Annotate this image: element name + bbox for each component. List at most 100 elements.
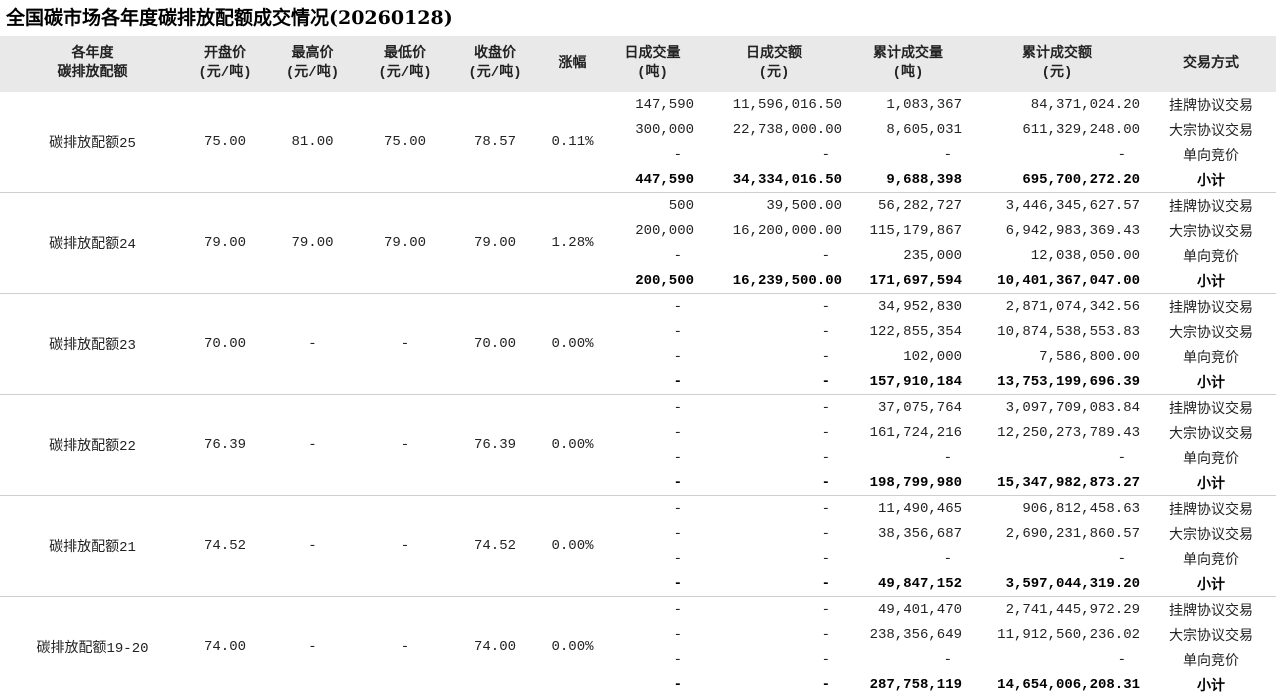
header-cumulative-amount: 累计成交额(元) bbox=[968, 36, 1146, 92]
cumulative-volume-cell: 287,758,119 bbox=[848, 672, 968, 697]
cumulative-volume-cell: 102,000 bbox=[848, 344, 968, 369]
cumulative-volume-cell: 37,075,764 bbox=[848, 395, 968, 421]
cumulative-volume-cell: 1,083,367 bbox=[848, 92, 968, 117]
close-price: 79.00 bbox=[450, 193, 540, 294]
daily-volume-cell: - bbox=[605, 243, 700, 268]
trade-method-cell: 单向竞价 bbox=[1146, 344, 1276, 369]
daily-amount-cell: 39,500.00 bbox=[700, 193, 848, 219]
cumulative-amount-cell: 2,871,074,342.56 bbox=[968, 294, 1146, 320]
open-price: 79.00 bbox=[185, 193, 265, 294]
daily-amount-cell: 11,596,016.50 bbox=[700, 92, 848, 117]
cumulative-volume-cell: 171,697,594 bbox=[848, 268, 968, 294]
daily-amount-cell: - bbox=[700, 571, 848, 597]
daily-volume-cell: 447,590 bbox=[605, 167, 700, 193]
table-header-row: 各年度碳排放配额开盘价(元/吨)最高价(元/吨)最低价(元/吨)收盘价(元/吨)… bbox=[0, 36, 1276, 92]
open-price: 75.00 bbox=[185, 92, 265, 193]
cumulative-amount-cell: 7,586,800.00 bbox=[968, 344, 1146, 369]
trade-method-cell: 大宗协议交易 bbox=[1146, 521, 1276, 546]
trade-method-cell: 单向竞价 bbox=[1146, 647, 1276, 672]
cumulative-volume-cell: - bbox=[848, 142, 968, 167]
trade-method-cell: 挂牌协议交易 bbox=[1146, 92, 1276, 117]
header-text: 开盘价 bbox=[204, 46, 246, 62]
cumulative-amount-cell: 13,753,199,696.39 bbox=[968, 369, 1146, 395]
header-text: (元/吨) bbox=[378, 65, 431, 81]
daily-volume-cell: - bbox=[605, 496, 700, 522]
header-text: 日成交量 bbox=[625, 46, 681, 62]
high-price: - bbox=[265, 294, 360, 395]
daily-amount-cell: - bbox=[700, 622, 848, 647]
header-high-price: 最高价(元/吨) bbox=[265, 36, 360, 92]
cumulative-amount-cell: 611,329,248.00 bbox=[968, 117, 1146, 142]
trade-method-cell: 挂牌协议交易 bbox=[1146, 597, 1276, 623]
change-price: 0.00% bbox=[540, 395, 605, 496]
header-text: 涨幅 bbox=[559, 56, 587, 72]
header-text: (吨) bbox=[893, 65, 924, 81]
close-price: 70.00 bbox=[450, 294, 540, 395]
change-price: 0.11% bbox=[540, 92, 605, 193]
cumulative-amount-cell: 10,874,538,553.83 bbox=[968, 319, 1146, 344]
header-trade-method: 交易方式 bbox=[1146, 36, 1276, 92]
allowance-name: 碳排放配额23 bbox=[0, 294, 185, 395]
daily-volume-cell: - bbox=[605, 521, 700, 546]
cumulative-volume-cell: 11,490,465 bbox=[848, 496, 968, 522]
cumulative-amount-cell: - bbox=[968, 647, 1146, 672]
cumulative-volume-cell: 34,952,830 bbox=[848, 294, 968, 320]
trade-method-cell: 大宗协议交易 bbox=[1146, 319, 1276, 344]
header-text: 收盘价 bbox=[474, 46, 516, 62]
daily-amount-cell: - bbox=[700, 496, 848, 522]
change-price: 0.00% bbox=[540, 294, 605, 395]
trade-method-cell: 大宗协议交易 bbox=[1146, 420, 1276, 445]
header-text: (元) bbox=[1042, 65, 1073, 81]
header-close-price: 收盘价 (元/吨) bbox=[450, 36, 540, 92]
open-price: 74.00 bbox=[185, 597, 265, 697]
daily-amount-cell: - bbox=[700, 395, 848, 421]
cumulative-volume-cell: 49,401,470 bbox=[848, 597, 968, 623]
daily-amount-cell: - bbox=[700, 546, 848, 571]
header-text: (元/吨) bbox=[198, 65, 251, 81]
cumulative-amount-cell: 12,038,050.00 bbox=[968, 243, 1146, 268]
daily-volume-cell: 147,590 bbox=[605, 92, 700, 117]
cumulative-amount-cell: - bbox=[968, 546, 1146, 571]
trade-method-cell: 小计 bbox=[1146, 268, 1276, 294]
daily-amount-cell: 22,738,000.00 bbox=[700, 117, 848, 142]
daily-amount-cell: - bbox=[700, 521, 848, 546]
daily-volume-cell: - bbox=[605, 571, 700, 597]
cumulative-volume-cell: - bbox=[848, 546, 968, 571]
trade-method-cell: 单向竞价 bbox=[1146, 142, 1276, 167]
daily-amount-cell: - bbox=[700, 369, 848, 395]
open-price: 70.00 bbox=[185, 294, 265, 395]
cumulative-amount-cell: 10,401,367,047.00 bbox=[968, 268, 1146, 294]
cumulative-volume-cell: 198,799,980 bbox=[848, 470, 968, 496]
trade-method-cell: 小计 bbox=[1146, 571, 1276, 597]
cumulative-amount-cell: 6,942,983,369.43 bbox=[968, 218, 1146, 243]
close-price: 74.00 bbox=[450, 597, 540, 697]
daily-volume-cell: - bbox=[605, 597, 700, 623]
trade-method-cell: 单向竞价 bbox=[1146, 243, 1276, 268]
daily-amount-cell: - bbox=[700, 319, 848, 344]
header-low-price: 最低价(元/吨) bbox=[360, 36, 450, 92]
daily-amount-cell: - bbox=[700, 420, 848, 445]
header-text: 累计成交量 bbox=[873, 46, 943, 62]
daily-volume-cell: - bbox=[605, 647, 700, 672]
cumulative-volume-cell: 161,724,216 bbox=[848, 420, 968, 445]
daily-amount-cell: 16,200,000.00 bbox=[700, 218, 848, 243]
cumulative-amount-cell: 15,347,982,873.27 bbox=[968, 470, 1146, 496]
cumulative-amount-cell: 14,654,006,208.31 bbox=[968, 672, 1146, 697]
open-price: 76.39 bbox=[185, 395, 265, 496]
change-price: 0.00% bbox=[540, 597, 605, 697]
header-text: 各年度 bbox=[72, 46, 114, 62]
daily-volume-cell: - bbox=[605, 319, 700, 344]
header-text: (元/吨) bbox=[468, 65, 521, 81]
open-price: 74.52 bbox=[185, 496, 265, 597]
daily-amount-cell: - bbox=[700, 142, 848, 167]
header-change: 涨幅 bbox=[540, 36, 605, 92]
allowance-name: 碳排放配额22 bbox=[0, 395, 185, 496]
header-cumulative-volume: 累计成交量 (吨) bbox=[848, 36, 968, 92]
high-price: - bbox=[265, 395, 360, 496]
trade-method-cell: 小计 bbox=[1146, 672, 1276, 697]
cumulative-volume-cell: 157,910,184 bbox=[848, 369, 968, 395]
